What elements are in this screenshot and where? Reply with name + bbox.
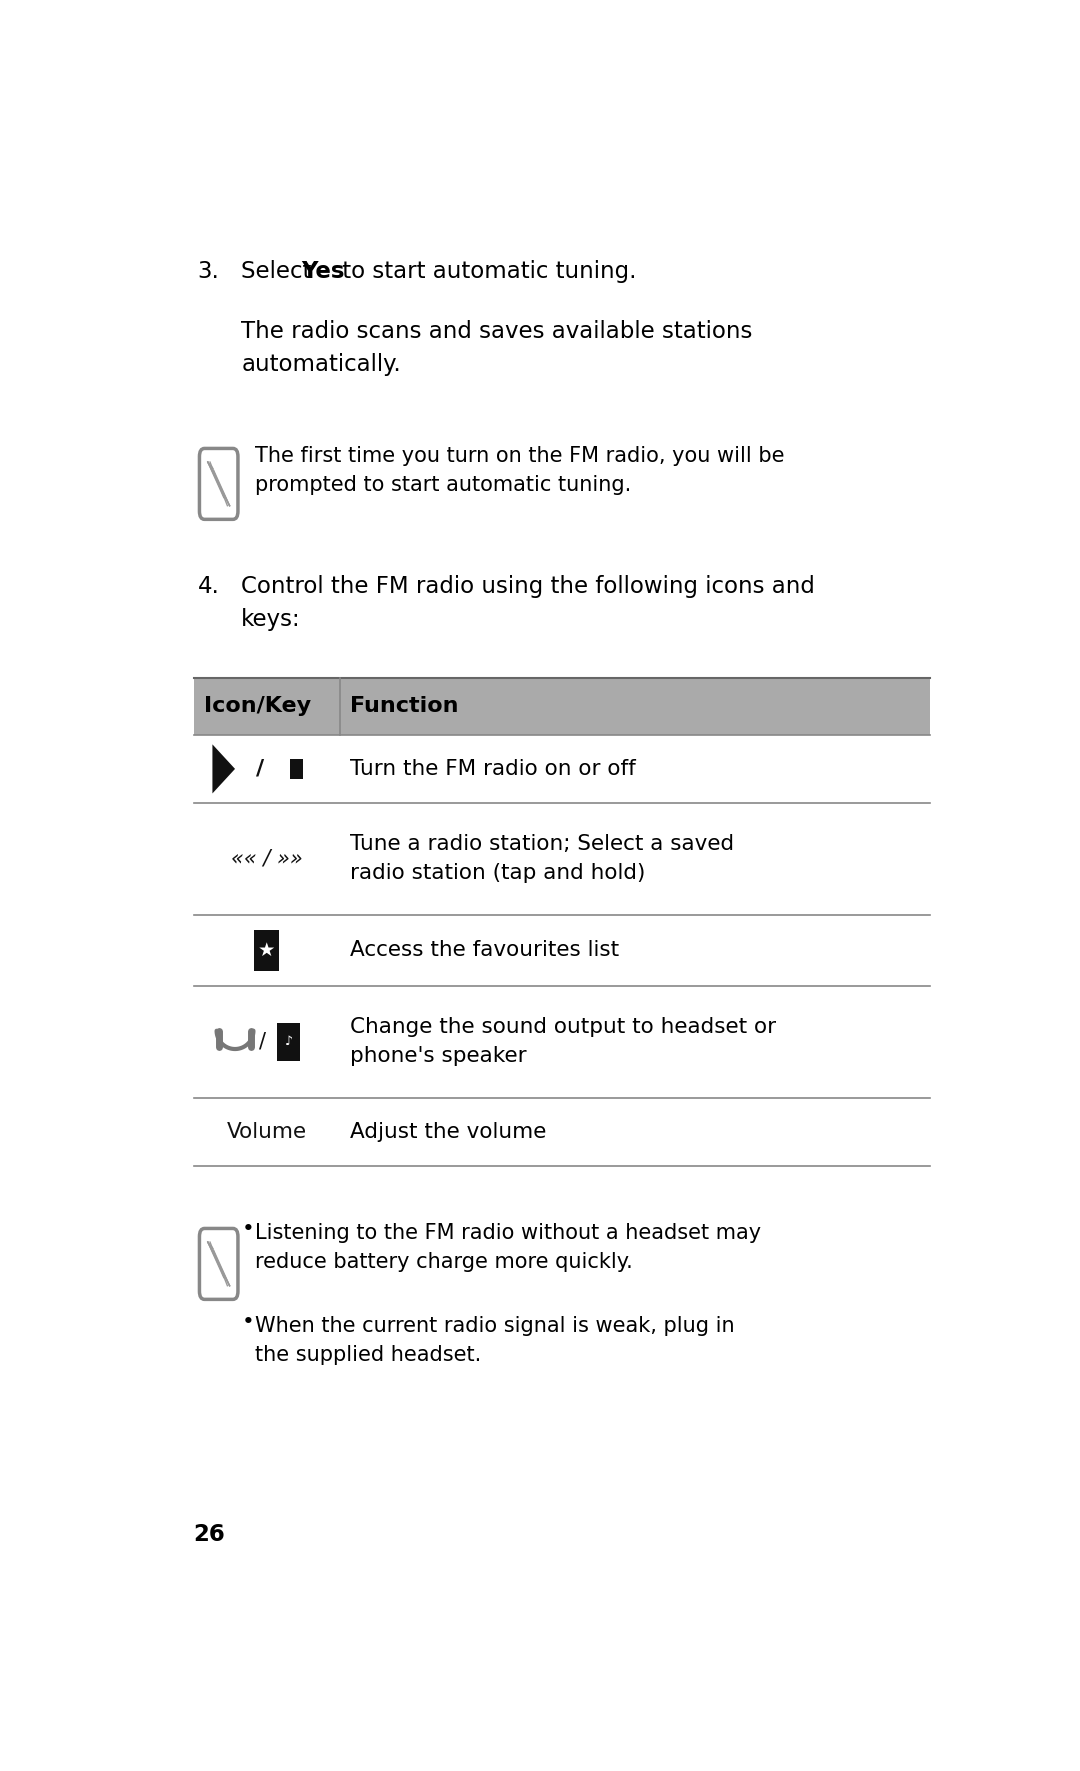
- Text: Volume: Volume: [227, 1121, 307, 1142]
- Text: Turn the FM radio on or off: Turn the FM radio on or off: [350, 760, 636, 779]
- FancyBboxPatch shape: [200, 448, 238, 519]
- Text: 3.: 3.: [198, 260, 219, 283]
- Text: ★: ★: [258, 940, 275, 960]
- Text: Adjust the volume: Adjust the volume: [350, 1121, 546, 1142]
- Text: Icon/Key: Icon/Key: [204, 696, 311, 715]
- Text: /: /: [259, 1032, 266, 1052]
- Polygon shape: [213, 744, 235, 793]
- Text: Control the FM radio using the following icons and
keys:: Control the FM radio using the following…: [241, 576, 815, 630]
- Text: to start automatic tuning.: to start automatic tuning.: [335, 260, 637, 283]
- Text: Yes: Yes: [301, 260, 345, 283]
- Text: Function: Function: [350, 696, 459, 715]
- Text: Select: Select: [241, 260, 319, 283]
- Text: /: /: [256, 760, 265, 779]
- Text: Tune a radio station; Select a saved
radio station (tap and hold): Tune a radio station; Select a saved rad…: [350, 834, 734, 884]
- Text: When the current radio signal is weak, plug in
the supplied headset.: When the current radio signal is weak, p…: [255, 1316, 734, 1364]
- Text: 26: 26: [193, 1523, 226, 1546]
- Bar: [276, 1022, 300, 1061]
- Text: ♪: ♪: [285, 1034, 293, 1048]
- Text: Change the sound output to headset or
phone's speaker: Change the sound output to headset or ph…: [350, 1017, 777, 1066]
- Text: The radio scans and saves available stations
automatically.: The radio scans and saves available stat…: [241, 321, 753, 375]
- Text: «« / »»: «« / »»: [231, 848, 302, 870]
- Bar: [254, 930, 280, 971]
- Text: Listening to the FM radio without a headset may
reduce battery charge more quick: Listening to the FM radio without a head…: [255, 1224, 760, 1272]
- FancyBboxPatch shape: [200, 1229, 238, 1300]
- Bar: [193, 678, 930, 735]
- Text: •: •: [241, 1218, 254, 1240]
- Text: 4.: 4.: [198, 576, 219, 599]
- Text: Access the favourites list: Access the favourites list: [350, 940, 619, 960]
- Text: The first time you turn on the FM radio, you will be
prompted to start automatic: The first time you turn on the FM radio,…: [255, 446, 784, 494]
- Text: •: •: [241, 1312, 254, 1332]
- Bar: [291, 758, 302, 779]
